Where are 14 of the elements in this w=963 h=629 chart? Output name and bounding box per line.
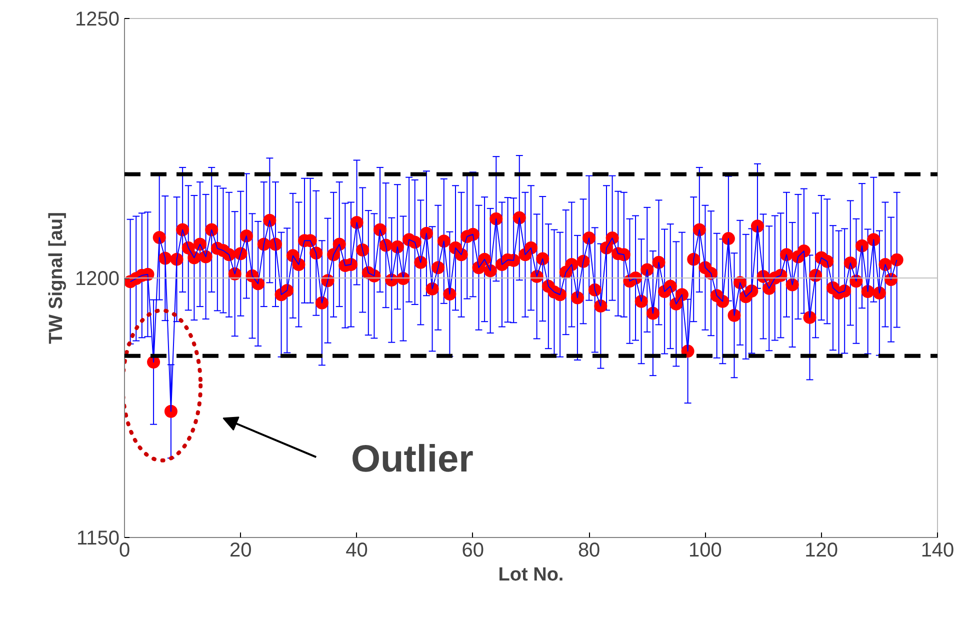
y-axis-title: TW Signal [au] — [46, 212, 68, 344]
x-tick-label: 60 — [462, 540, 484, 562]
x-tick-label: 0 — [118, 540, 130, 562]
annotation: Outlier — [350, 438, 474, 480]
x-tick-label: 100 — [688, 540, 722, 562]
x-tick-label: 140 — [920, 540, 954, 562]
x-tick-label: 40 — [346, 540, 368, 562]
y-tick-label: 1250 — [75, 8, 120, 30]
x-tick-label: 20 — [230, 540, 252, 562]
x-axis-title: Lot No. — [498, 564, 564, 586]
x-tick-label: 80 — [578, 540, 600, 562]
y-tick-label: 1200 — [75, 268, 120, 290]
y-tick-label: 1150 — [76, 528, 120, 550]
x-tick-label: 120 — [804, 540, 838, 562]
